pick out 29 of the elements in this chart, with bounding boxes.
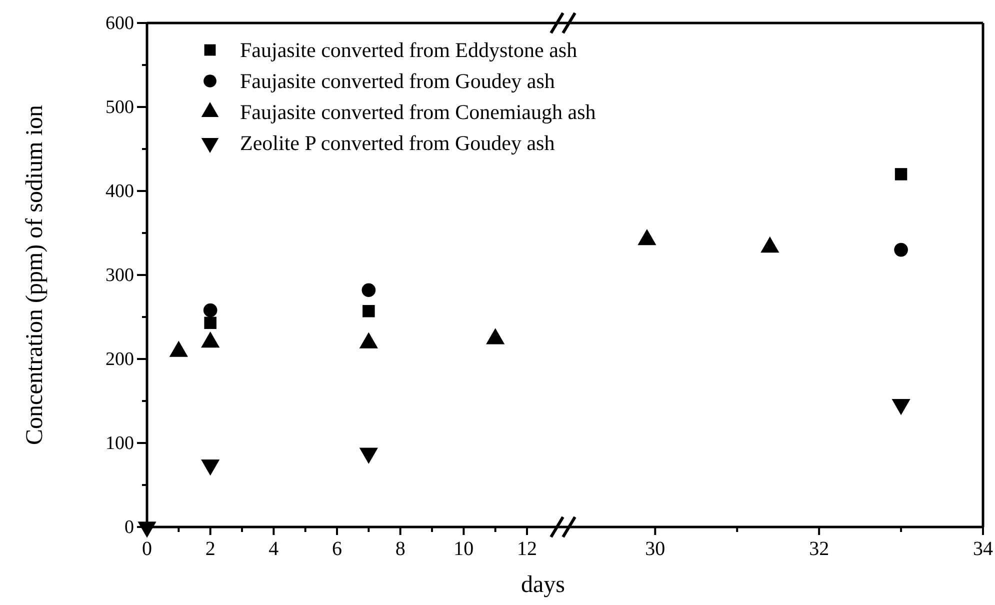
point [362,283,376,298]
y-tick-label: 200 [106,349,134,370]
y-tick-label: 0 [124,517,134,538]
x-tick-label: 2 [205,538,216,560]
y-tick-label: 600 [106,13,134,34]
y-tick-label: 500 [106,97,134,118]
point [362,304,375,318]
x-axis-title: days [521,572,565,598]
x-tick-label: 6 [332,538,342,560]
point [201,459,220,476]
y-tick-label: 100 [106,433,134,454]
x-tick-label: 32 [809,538,830,560]
point [203,303,218,318]
y-axis-title: Concentration (ppm) of sodium ion [22,105,48,445]
x-tick-label: 12 [517,538,537,560]
legend-label: Faujasite converted from Conemiaugh ash [240,100,596,124]
legend-label: Faujasite converted from Goudey ash [240,69,556,93]
x-tick-label: 34 [973,538,993,560]
y-tick-label: 300 [106,265,134,286]
legend-label: Zeolite P converted from Goudey ash [240,131,556,155]
x-tick-label: 30 [645,538,666,560]
x-tick-label: 8 [395,538,406,560]
point [204,316,216,330]
legend-label: Faujasite converted from Eddystone ash [240,38,578,62]
x-tick-label: 4 [268,538,279,560]
x-tick-label: 10 [454,538,474,560]
y-tick-label: 400 [106,181,134,202]
x-tick-label: 0 [142,538,152,560]
point [359,448,378,464]
